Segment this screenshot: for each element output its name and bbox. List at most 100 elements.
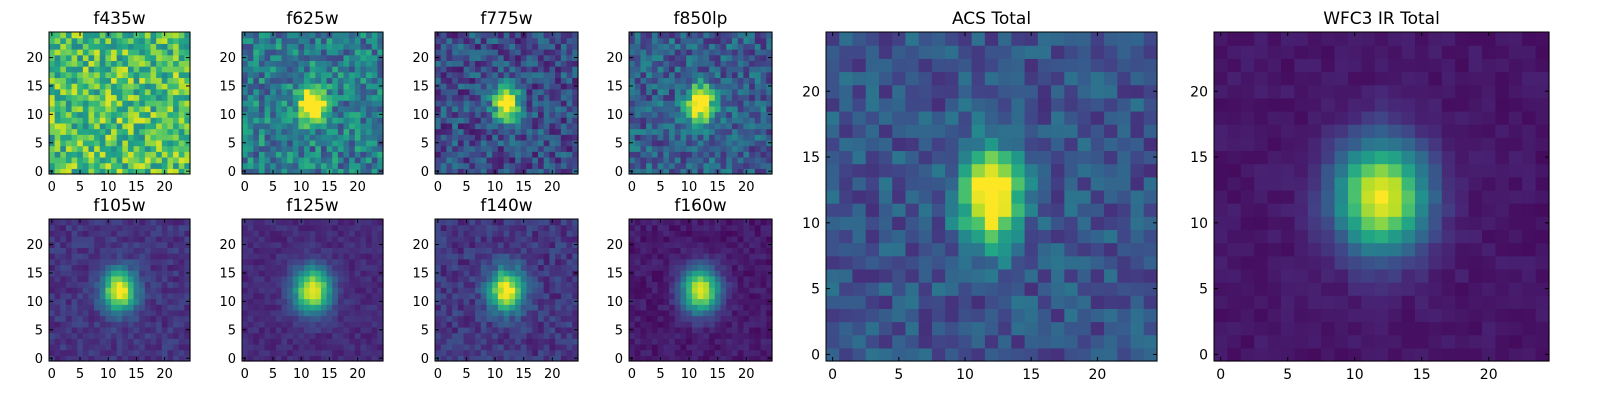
heatmap-cell [634, 355, 642, 362]
heatmap-cell [435, 275, 442, 283]
heatmap-cell [292, 156, 299, 164]
heatmap-cell [360, 258, 367, 266]
heatmap-cell [111, 83, 118, 90]
heatmap-cell [184, 66, 191, 73]
heatmap-cell [515, 258, 522, 266]
heatmap-cell [161, 247, 169, 254]
heatmap-cell [463, 270, 470, 277]
heatmap-cell [343, 309, 350, 317]
heatmap-cell [566, 100, 573, 107]
heatmap-cell [509, 122, 516, 130]
heatmap-cell [144, 71, 152, 79]
heatmap-cell [315, 355, 322, 362]
heatmap-cell [714, 292, 722, 300]
heatmap-cell [133, 71, 140, 79]
heatmap-cell [497, 71, 505, 79]
heatmap-cell [184, 264, 191, 271]
heatmap-cell [178, 54, 185, 61]
heatmap-cell [326, 83, 333, 90]
axes-frame [434, 218, 579, 362]
heatmap-cell [343, 321, 350, 328]
heatmap-cell [663, 37, 670, 44]
heatmap-cell [264, 292, 271, 300]
heatmap-cell [726, 298, 733, 305]
heatmap-cell [156, 105, 163, 113]
heatmap-cell [526, 230, 533, 237]
heatmap-cell [515, 309, 522, 317]
heatmap-cell [309, 258, 316, 266]
heatmap-cell [646, 298, 653, 305]
heatmap-cell [49, 315, 56, 322]
heatmap-cell [640, 343, 647, 351]
heatmap-cell [354, 94, 362, 101]
heatmap-cell [634, 71, 642, 79]
heatmap-cell [686, 304, 693, 311]
heatmap-cell [111, 32, 118, 39]
heatmap-cell [161, 338, 169, 345]
heatmap-cell [457, 145, 465, 152]
heatmap-cell [497, 298, 505, 305]
heatmap-cell [99, 349, 106, 356]
heatmap-cell [480, 66, 488, 73]
heatmap-cell [178, 139, 185, 147]
heatmap-cell [469, 304, 476, 311]
heatmap-cell [720, 275, 727, 283]
heatmap-cell [275, 43, 283, 50]
heatmap-cell [703, 54, 710, 61]
heatmap-cell [54, 66, 61, 73]
heatmap-cell [343, 219, 350, 226]
heatmap-cell [377, 105, 384, 113]
heatmap-cell [515, 241, 522, 248]
heatmap-cell [703, 338, 710, 345]
heatmap-cell [469, 298, 476, 305]
heatmap-cell [509, 253, 516, 260]
heatmap-cell [144, 37, 152, 44]
heatmap-cell [760, 321, 767, 328]
heatmap-cell [651, 338, 659, 345]
heatmap-cell [111, 281, 118, 288]
heatmap-cell [532, 168, 539, 175]
heatmap-cell [275, 128, 283, 135]
heatmap-cell [82, 349, 90, 356]
heatmap-cell [304, 83, 311, 90]
heatmap-cell [326, 338, 333, 345]
heatmap-cell [309, 66, 316, 73]
heatmap-cell [509, 287, 516, 294]
heatmap-cell [720, 71, 727, 79]
heatmap-cell [634, 139, 642, 147]
heatmap-cell [292, 298, 299, 305]
heatmap-cell [304, 168, 311, 175]
heatmap-cell [709, 105, 716, 113]
heatmap-cell [726, 117, 733, 124]
heatmap-cell [167, 270, 174, 277]
heatmap-cell [247, 60, 254, 67]
heatmap-cell [686, 151, 693, 158]
heatmap-cell [287, 321, 294, 328]
heatmap-cell [463, 105, 470, 113]
heatmap-cell [178, 88, 185, 96]
heatmap-cell [549, 128, 556, 135]
heatmap-cell [731, 117, 739, 124]
heatmap-cell [435, 105, 442, 113]
heatmap-cell [475, 145, 482, 152]
heatmap-cell [99, 355, 106, 362]
y-tick-label: 0 [35, 352, 43, 367]
heatmap-cell [337, 37, 345, 44]
heatmap-cell [337, 321, 345, 328]
heatmap-cell [646, 145, 653, 152]
heatmap-cell [760, 134, 767, 141]
heatmap-cell [532, 270, 539, 277]
heatmap-cell [287, 315, 294, 322]
heatmap-cell [726, 292, 733, 300]
heatmap-cell [686, 309, 693, 317]
heatmap-cell [766, 287, 773, 294]
heatmap-cell [731, 83, 739, 90]
heatmap-cell [697, 71, 704, 79]
heatmap-cell [88, 309, 95, 317]
heatmap-cell [144, 111, 152, 118]
heatmap-cell [156, 122, 163, 130]
heatmap-cell [150, 298, 157, 305]
heatmap-cell [440, 321, 448, 328]
heatmap-cell [60, 253, 67, 260]
heatmap-cell [492, 236, 499, 243]
